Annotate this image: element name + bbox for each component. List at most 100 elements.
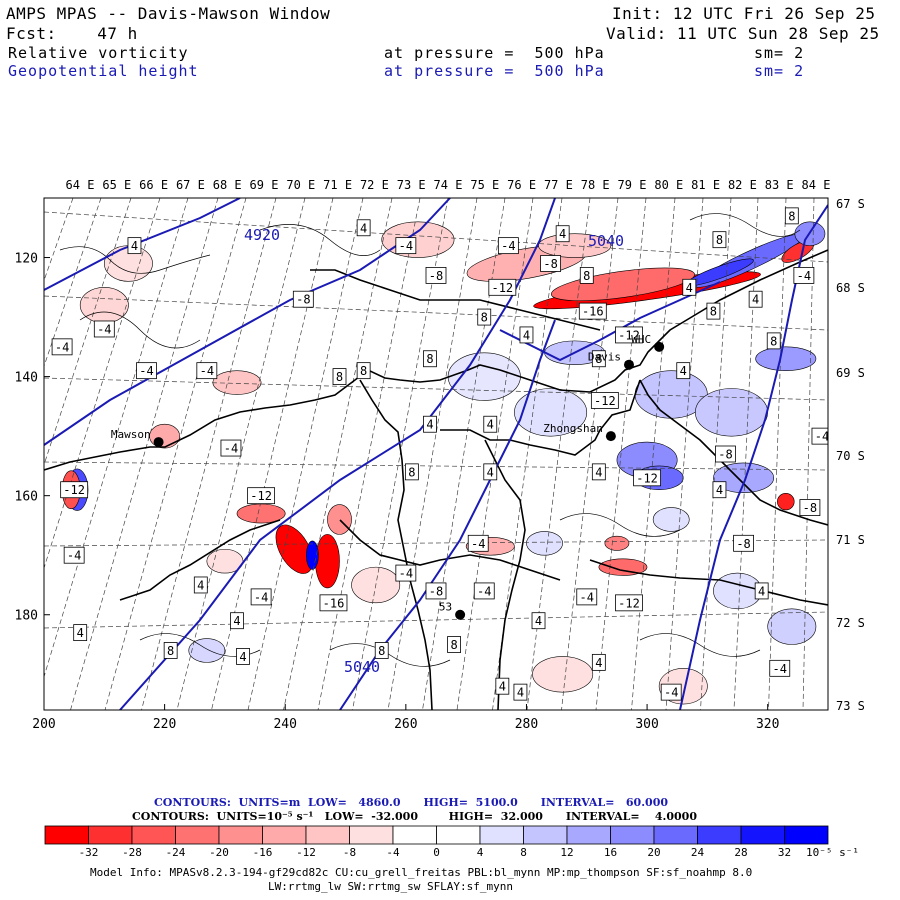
longitude-label: 84 E bbox=[802, 178, 831, 192]
vorticity-label-box bbox=[590, 392, 619, 409]
y-tick-label: 180 bbox=[15, 609, 38, 624]
vorticity-shade bbox=[550, 267, 695, 302]
vorticity-shade bbox=[526, 531, 563, 556]
forecast-hour: Fcst: 47 h bbox=[6, 24, 138, 43]
vorticity-label: -12 bbox=[250, 489, 272, 503]
vorticity-label: 4 bbox=[686, 281, 693, 295]
longitude-label: 68 E bbox=[213, 178, 242, 192]
coastline bbox=[119, 519, 281, 601]
vorticity-label: -4 bbox=[664, 686, 678, 700]
vorticity-label: -4 bbox=[797, 269, 811, 283]
longitude-label: 75 E bbox=[470, 178, 499, 192]
station-label: WHC bbox=[631, 333, 651, 346]
longitude-gridline bbox=[352, 198, 449, 710]
vorticity-label: -4 bbox=[815, 430, 829, 444]
vorticity-label-box bbox=[447, 636, 461, 653]
vorticity-label: -4 bbox=[399, 239, 413, 253]
colorbar-label: -24 bbox=[166, 846, 186, 859]
plot-area: 4920 5040 5040 4 -4 4 -4 4 -8 -8 -12 -16 8 8 8 4 -4 8 4 8 -1… bbox=[44, 198, 829, 710]
vorticity-label-box bbox=[497, 237, 519, 255]
vorticity-label: -12 bbox=[594, 394, 616, 408]
vorticity-label-box bbox=[615, 326, 643, 344]
vorticity-label: 4 bbox=[680, 364, 687, 378]
colorbar-label: -32 bbox=[79, 846, 99, 859]
longitude-label: 76 E bbox=[507, 178, 536, 192]
vorticity-shade bbox=[652, 507, 690, 532]
vorticity-shade bbox=[767, 608, 817, 645]
vorticity-shade bbox=[79, 287, 129, 324]
vorticity-label-box bbox=[483, 463, 498, 481]
height-contour-label: 5040 bbox=[588, 232, 624, 250]
vorticity-label: -8 bbox=[543, 257, 557, 271]
valid-time: Valid: 11 UTC Sun 28 Sep 25 bbox=[606, 24, 880, 43]
vorticity-label: -8 bbox=[429, 269, 443, 283]
colorbar-label: 8 bbox=[520, 846, 527, 859]
station-label: Mawson bbox=[111, 428, 151, 441]
vorticity-label-box bbox=[477, 308, 492, 326]
coastline bbox=[359, 379, 433, 710]
vorticity-label: -4 bbox=[580, 590, 594, 604]
longitude-label: 67 E bbox=[176, 178, 205, 192]
x-tick-label: 300 bbox=[635, 717, 658, 732]
field-1-level: at pressure = 500 hPa bbox=[384, 44, 605, 62]
colorbar-swatch bbox=[784, 825, 829, 845]
vorticity-label-box bbox=[591, 350, 606, 368]
vorticity-label: -8 bbox=[803, 501, 817, 515]
latitude-gridline bbox=[44, 211, 828, 263]
colorbar-swatch bbox=[262, 825, 307, 845]
vorticity-label: -4 bbox=[254, 590, 268, 604]
longitude-gridline bbox=[44, 198, 74, 282]
plot-frame bbox=[43, 197, 829, 711]
vorticity-label: -8 bbox=[296, 293, 310, 307]
longitude-gridline bbox=[492, 198, 563, 710]
vorticity-label: 8 bbox=[408, 465, 415, 479]
vorticity-label-box bbox=[766, 332, 781, 350]
vorticity-label: -4 bbox=[97, 322, 111, 336]
longitude-label: 72 E bbox=[360, 178, 389, 192]
coastline bbox=[440, 379, 641, 456]
coastline bbox=[339, 519, 561, 581]
vorticity-label-box bbox=[73, 624, 88, 642]
vorticity-label-box bbox=[292, 290, 314, 308]
latitude-label: 73 S bbox=[836, 699, 865, 713]
coastline bbox=[44, 249, 828, 471]
vorticity-label-box bbox=[769, 659, 791, 677]
model-info-physics: LW:rrtmg_lw SW:rrtmg_sw SFLAY:sf_mynn bbox=[268, 880, 514, 893]
vorticity-label: -12 bbox=[618, 596, 640, 610]
vorticity-shade bbox=[604, 535, 630, 551]
longitude-gridline bbox=[665, 198, 704, 710]
vorticity-label: 4 bbox=[752, 293, 759, 307]
vorticity-label-box bbox=[748, 290, 763, 308]
colorbar-label: -20 bbox=[209, 846, 229, 859]
x-tick-label: 200 bbox=[32, 717, 55, 732]
longitude-gridline bbox=[768, 198, 787, 710]
vorticity-shade bbox=[755, 346, 817, 371]
vorticity-shade bbox=[777, 492, 795, 511]
colorbar-swatch bbox=[88, 825, 133, 845]
vorticity-shade bbox=[713, 462, 775, 493]
longitude-gridline bbox=[561, 198, 619, 710]
station-marker bbox=[623, 359, 634, 370]
chart-title: AMPS MPAS -- Davis-Mawson Window bbox=[6, 4, 331, 23]
vorticity-label: -12 bbox=[618, 328, 640, 342]
vorticity-label: 4 bbox=[360, 221, 367, 235]
longitude-label: 79 E bbox=[618, 178, 647, 192]
vorticity-label-box bbox=[93, 320, 115, 338]
vorticity-label: 8 bbox=[716, 233, 723, 247]
vorticity-label-box bbox=[236, 648, 250, 665]
colorbar-label: 24 bbox=[691, 846, 705, 859]
colorbar-label: 20 bbox=[647, 846, 660, 859]
vorticity-label: 8 bbox=[336, 370, 343, 384]
colorbar-label: -12 bbox=[296, 846, 316, 859]
colorbar-label: -16 bbox=[253, 846, 273, 859]
model-info: Model Info: MPASv8.2.3-194-gf29cd82c CU:… bbox=[90, 866, 753, 879]
vorticity-shade bbox=[275, 524, 313, 574]
vorticity-label-box bbox=[230, 612, 244, 630]
vorticity-shade bbox=[514, 388, 588, 437]
x-tick-label: 320 bbox=[756, 717, 779, 732]
vorticity-label-box bbox=[60, 481, 89, 499]
colorbar-swatch bbox=[436, 825, 481, 845]
vorticity-shade bbox=[306, 540, 319, 570]
vorticity-label-box bbox=[784, 207, 799, 225]
colorbar-swatch bbox=[479, 825, 524, 845]
